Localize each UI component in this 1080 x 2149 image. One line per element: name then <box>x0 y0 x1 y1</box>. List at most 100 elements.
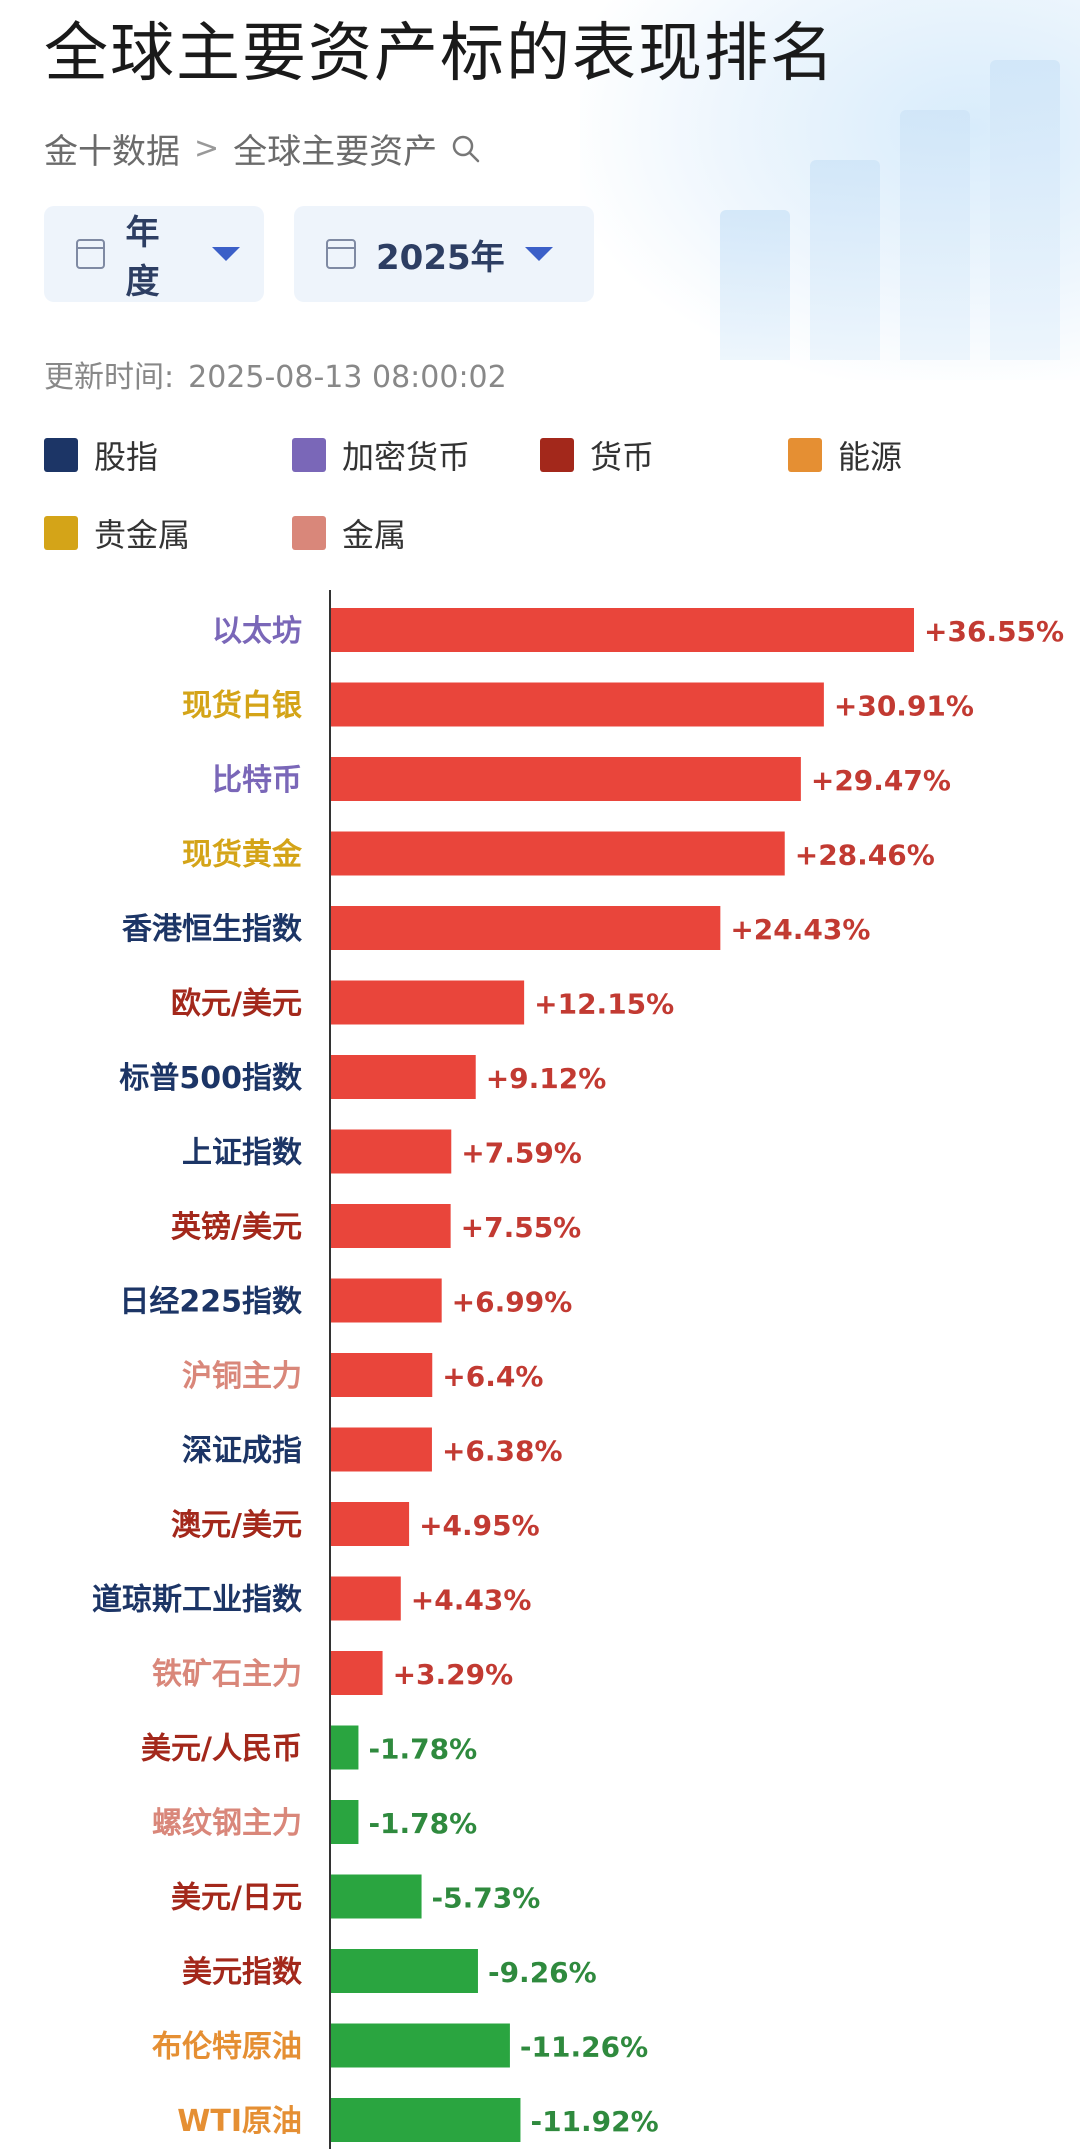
category-label: 澳元/美元 <box>171 1508 302 1543</box>
bar[interactable] <box>330 831 785 876</box>
bar[interactable] <box>330 2023 510 2068</box>
value-label: +6.4% <box>442 1360 543 1393</box>
category-label: 螺纹钢主力 <box>152 1806 302 1841</box>
category-label: 布伦特原油 <box>152 2030 302 2065</box>
category-label: 道琼斯工业指数 <box>92 1583 303 1618</box>
chevron-right-icon: > <box>194 131 220 166</box>
bar[interactable] <box>330 1204 451 1248</box>
value-label: -11.26% <box>520 2031 648 2064</box>
period-select[interactable]: 年度 <box>44 206 264 302</box>
breadcrumb-root[interactable]: 金十数据 <box>44 132 180 172</box>
category-label: 上证指数 <box>182 1136 303 1171</box>
legend-swatch <box>292 438 326 472</box>
category-label: 深证成指 <box>182 1434 302 1469</box>
calendar-icon <box>326 239 356 269</box>
value-label: +3.29% <box>393 1658 514 1691</box>
bar[interactable] <box>330 1502 410 1546</box>
value-label: +30.91% <box>834 690 974 723</box>
legend-label: 货币 <box>590 438 655 476</box>
value-label: -1.78% <box>368 1807 477 1840</box>
bar[interactable] <box>330 1576 401 1621</box>
filter-bar: 年度 2025年 <box>44 206 594 302</box>
bar[interactable] <box>330 1949 478 1993</box>
bar[interactable] <box>330 1725 359 1770</box>
bar[interactable] <box>330 682 824 727</box>
category-label: 美元指数 <box>182 1955 303 1990</box>
legend-swatch <box>292 516 326 550</box>
year-select[interactable]: 2025年 <box>294 206 594 302</box>
bar[interactable] <box>330 1427 432 1472</box>
bar[interactable] <box>330 608 914 652</box>
value-label: +28.46% <box>795 839 935 872</box>
legend-item-crypto[interactable]: 加密货币 <box>292 432 470 478</box>
value-label: +4.95% <box>419 1509 540 1542</box>
bar[interactable] <box>330 1278 442 1323</box>
bar[interactable] <box>330 1055 476 1099</box>
caret-down-icon <box>524 247 553 261</box>
legend-item-metals[interactable]: 金属 <box>292 510 406 556</box>
bar[interactable] <box>330 1353 433 1397</box>
category-label: 标普500指数 <box>119 1061 303 1096</box>
update-time-label: 更新时间: <box>44 360 175 395</box>
legend-item-precious-metals[interactable]: 贵金属 <box>44 510 190 556</box>
category-label: 现货白银 <box>182 689 302 724</box>
bar[interactable] <box>330 1800 359 1844</box>
value-label: +7.59% <box>461 1137 582 1170</box>
category-label: 日经225指数 <box>119 1285 303 1320</box>
value-label: +24.43% <box>730 913 870 946</box>
bar[interactable] <box>330 2098 521 2142</box>
value-label: -9.26% <box>488 1956 597 1989</box>
value-label: +7.55% <box>461 1211 582 1244</box>
breadcrumb-current[interactable]: 全球主要资产 <box>233 132 438 172</box>
page-title: 全球主要资产标的表现排名 <box>44 17 836 91</box>
performance-bar-chart: 以太坊 +36.55% 现货白银 +30.91% 比特币 +29.47% 现货黄金 +28.4… <box>92 590 1064 2149</box>
category-label: 以太坊 <box>212 614 302 649</box>
bar[interactable] <box>330 980 525 1025</box>
category-label: 美元/人民币 <box>141 1732 302 1767</box>
legend-item-energy[interactable]: 能源 <box>788 432 902 478</box>
legend-swatch <box>44 516 78 550</box>
period-select-value: 年度 <box>125 213 160 302</box>
category-label: 欧元/美元 <box>171 987 302 1022</box>
category-label: WTI原油 <box>177 2104 302 2139</box>
bar[interactable] <box>330 1129 452 1174</box>
category-label: 现货黄金 <box>182 838 303 873</box>
value-label: +9.12% <box>486 1062 607 1095</box>
category-label: 比特币 <box>212 763 302 798</box>
bar[interactable] <box>330 906 721 950</box>
legend-label: 贵金属 <box>94 516 191 554</box>
value-label: +6.99% <box>452 1286 573 1319</box>
breadcrumb: 金十数据 > 全球主要资产 <box>44 124 481 173</box>
category-label: 铁矿石主力 <box>152 1657 302 1692</box>
legend-swatch <box>788 438 822 472</box>
value-label: -1.78% <box>368 1733 477 1766</box>
value-label: +12.15% <box>534 988 674 1021</box>
value-label: -5.73% <box>432 1882 541 1915</box>
value-label: +36.55% <box>924 615 1064 648</box>
legend-label: 能源 <box>838 438 903 476</box>
year-select-value: 2025年 <box>376 237 505 278</box>
legend-item-currency[interactable]: 货币 <box>540 432 654 478</box>
legend-label: 金属 <box>342 516 407 554</box>
bar[interactable] <box>330 1874 422 1919</box>
category-label: 沪铜主力 <box>182 1359 302 1394</box>
value-label: -11.92% <box>530 2105 658 2138</box>
category-label: 英镑/美元 <box>171 1210 302 1245</box>
value-label: +4.43% <box>411 1584 532 1617</box>
category-label: 香港恒生指数 <box>122 912 303 947</box>
caret-down-icon <box>212 247 240 261</box>
update-time: 更新时间: 2025-08-13 08:00:02 <box>44 352 507 396</box>
value-label: +29.47% <box>811 764 951 797</box>
update-time-value: 2025-08-13 08:00:02 <box>188 360 507 395</box>
legend-swatch <box>44 438 78 472</box>
legend-item-index[interactable]: 股指 <box>44 432 158 478</box>
legend-swatch <box>540 438 574 472</box>
legend-label: 股指 <box>94 438 159 476</box>
calendar-icon <box>76 239 106 269</box>
bar[interactable] <box>330 757 801 801</box>
value-label: +6.38% <box>442 1435 563 1468</box>
search-icon[interactable] <box>451 134 481 164</box>
bar[interactable] <box>330 1651 383 1695</box>
legend-label: 加密货币 <box>342 438 471 476</box>
category-label: 美元/日元 <box>171 1881 302 1916</box>
